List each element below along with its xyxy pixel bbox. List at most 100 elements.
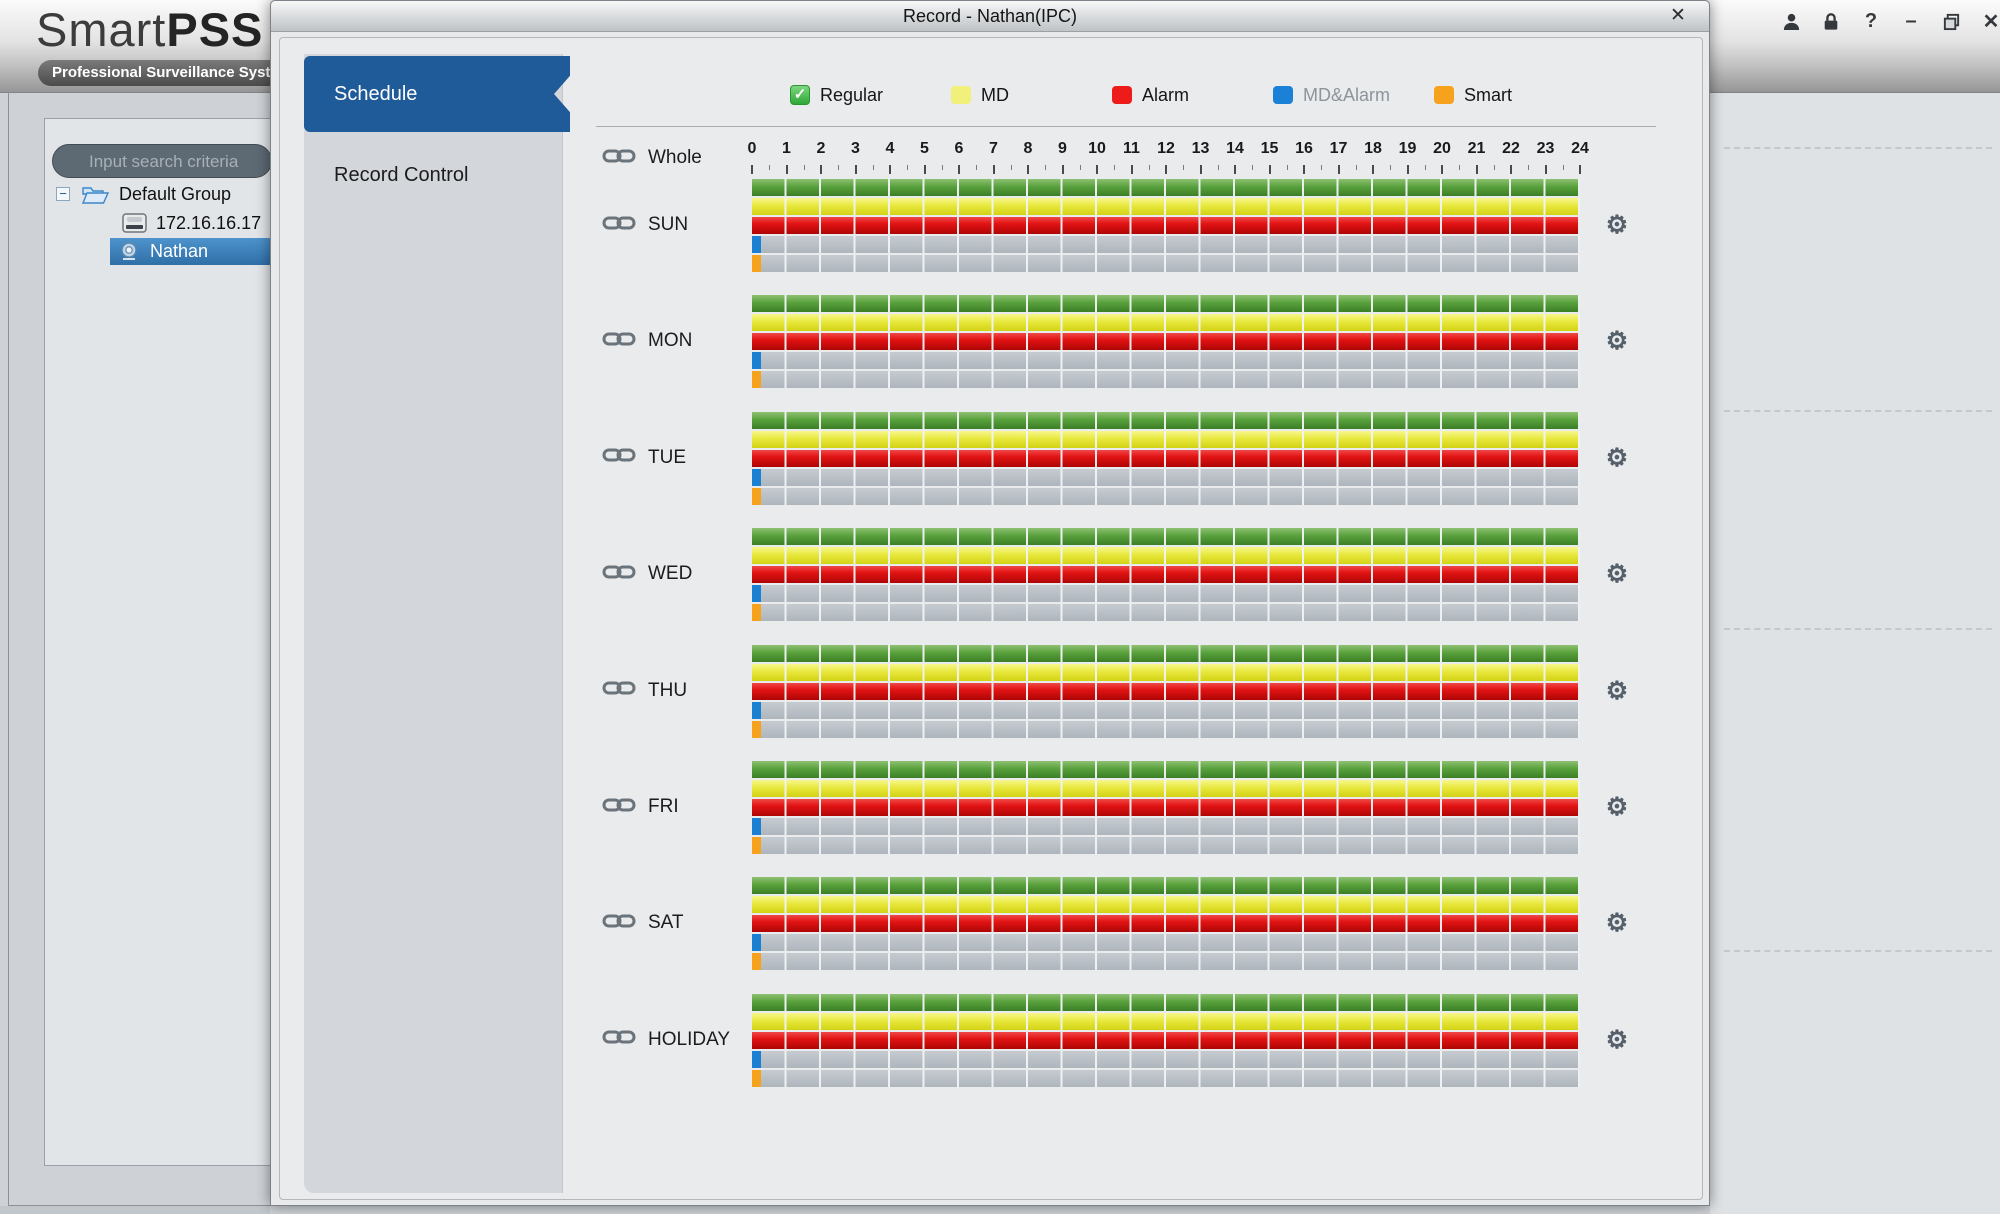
schedule-segment-alarm[interactable] [752, 333, 1580, 351]
schedule-track-smart[interactable] [752, 1069, 1580, 1087]
schedule-segment-md_alarm[interactable] [752, 236, 761, 253]
schedule-segment-smart[interactable] [752, 1069, 761, 1087]
schedule-track-regular[interactable] [752, 993, 1580, 1011]
tree-node-channel-selected[interactable]: Nathan [110, 238, 274, 265]
link-day-icon[interactable] [602, 679, 636, 702]
link-day-icon[interactable] [602, 446, 636, 469]
schedule-segment-regular[interactable] [752, 644, 1580, 662]
link-day-icon[interactable] [602, 330, 636, 353]
schedule-track-md[interactable] [752, 198, 1580, 215]
help-button[interactable]: ? [1864, 9, 1878, 32]
schedule-segment-md[interactable] [752, 547, 1580, 565]
app-close-button[interactable]: ✕ [1982, 10, 2000, 33]
regular-checkbox-icon[interactable]: ✓ [790, 85, 810, 105]
dialog-close-button[interactable]: ✕ [1670, 5, 1686, 26]
schedule-track-regular[interactable] [752, 644, 1580, 662]
link-day-icon[interactable] [602, 912, 636, 935]
schedule-track-smart[interactable] [752, 487, 1580, 505]
schedule-track-regular[interactable] [752, 295, 1580, 313]
day-settings-gear-icon[interactable]: ⚙ [1605, 443, 1629, 472]
schedule-segment-alarm[interactable] [752, 566, 1580, 584]
schedule-track-regular[interactable] [752, 761, 1580, 778]
schedule-segment-md[interactable] [752, 314, 1580, 332]
tree-node-group[interactable]: − Default Group [56, 180, 231, 208]
schedule-track-alarm[interactable] [752, 449, 1580, 467]
schedule-segment-alarm[interactable] [752, 682, 1580, 700]
schedule-segment-regular[interactable] [752, 877, 1580, 895]
schedule-track-md[interactable] [752, 314, 1580, 332]
restore-button[interactable] [1938, 8, 1964, 34]
schedule-track-regular[interactable] [752, 179, 1580, 196]
schedule-track-md_alarm[interactable] [752, 934, 1580, 952]
schedule-segment-md[interactable] [752, 780, 1580, 797]
schedule-segment-alarm[interactable] [752, 217, 1580, 234]
schedule-track-smart[interactable] [752, 371, 1580, 389]
schedule-segment-regular[interactable] [752, 179, 1580, 196]
day-settings-gear-icon[interactable]: ⚙ [1605, 909, 1629, 938]
schedule-track-smart[interactable] [752, 720, 1580, 738]
schedule-track-md_alarm[interactable] [752, 352, 1580, 370]
schedule-segment-md[interactable] [752, 198, 1580, 215]
schedule-track-md_alarm[interactable] [752, 818, 1580, 835]
search-input[interactable] [87, 147, 261, 177]
schedule-track-md[interactable] [752, 430, 1580, 448]
schedule-segment-regular[interactable] [752, 993, 1580, 1011]
link-day-icon[interactable] [602, 1028, 636, 1051]
schedule-track-md_alarm[interactable] [752, 236, 1580, 253]
collapse-icon[interactable]: − [56, 187, 70, 201]
schedule-segment-md_alarm[interactable] [752, 352, 761, 370]
link-day-icon[interactable] [602, 563, 636, 586]
tab-record-control[interactable]: Record Control [334, 164, 469, 186]
lock-icon[interactable] [1818, 8, 1844, 34]
day-settings-gear-icon[interactable]: ⚙ [1605, 1025, 1629, 1054]
day-settings-gear-icon[interactable]: ⚙ [1605, 793, 1629, 821]
schedule-track-md_alarm[interactable] [752, 468, 1580, 486]
schedule-track-smart[interactable] [752, 837, 1580, 854]
schedule-segment-md_alarm[interactable] [752, 818, 761, 835]
schedule-track-alarm[interactable] [752, 682, 1580, 700]
schedule-segment-md_alarm[interactable] [752, 468, 761, 486]
schedule-track-regular[interactable] [752, 528, 1580, 546]
day-settings-gear-icon[interactable]: ⚙ [1605, 211, 1629, 239]
schedule-segment-md_alarm[interactable] [752, 1050, 761, 1068]
schedule-track-md[interactable] [752, 780, 1580, 797]
schedule-segment-smart[interactable] [752, 487, 761, 505]
schedule-segment-regular[interactable] [752, 411, 1580, 429]
schedule-track-alarm[interactable] [752, 1031, 1580, 1049]
schedule-segment-alarm[interactable] [752, 799, 1580, 816]
schedule-track-md_alarm[interactable] [752, 701, 1580, 719]
schedule-track-smart[interactable] [752, 953, 1580, 971]
schedule-segment-md_alarm[interactable] [752, 934, 761, 952]
day-settings-gear-icon[interactable]: ⚙ [1605, 560, 1629, 589]
user-account-icon[interactable] [1778, 8, 1804, 34]
schedule-segment-regular[interactable] [752, 295, 1580, 313]
schedule-track-alarm[interactable] [752, 217, 1580, 234]
dialog-titlebar[interactable]: Record - Nathan(IPC) ✕ [271, 1, 1709, 32]
schedule-track-smart[interactable] [752, 604, 1580, 622]
schedule-segment-alarm[interactable] [752, 1031, 1580, 1049]
schedule-segment-smart[interactable] [752, 371, 761, 389]
schedule-track-regular[interactable] [752, 411, 1580, 429]
schedule-track-md[interactable] [752, 663, 1580, 681]
schedule-segment-alarm[interactable] [752, 915, 1580, 933]
schedule-segment-md[interactable] [752, 663, 1580, 681]
schedule-track-smart[interactable] [752, 255, 1580, 272]
schedule-track-md[interactable] [752, 896, 1580, 914]
day-settings-gear-icon[interactable]: ⚙ [1605, 327, 1629, 356]
schedule-segment-md_alarm[interactable] [752, 585, 761, 603]
schedule-segment-md[interactable] [752, 430, 1580, 448]
schedule-segment-md_alarm[interactable] [752, 701, 761, 719]
schedule-segment-md[interactable] [752, 1012, 1580, 1030]
schedule-segment-smart[interactable] [752, 604, 761, 622]
schedule-track-md_alarm[interactable] [752, 1050, 1580, 1068]
tab-schedule[interactable]: Schedule [304, 56, 570, 132]
schedule-track-alarm[interactable] [752, 915, 1580, 933]
schedule-track-md[interactable] [752, 1012, 1580, 1030]
schedule-track-alarm[interactable] [752, 566, 1580, 584]
schedule-track-regular[interactable] [752, 877, 1580, 895]
tree-node-device[interactable]: 172.16.16.17 [122, 209, 261, 237]
schedule-segment-smart[interactable] [752, 837, 761, 854]
link-all-icon[interactable] [602, 147, 636, 170]
schedule-segment-regular[interactable] [752, 528, 1580, 546]
minimize-button[interactable]: – [1905, 9, 1917, 32]
